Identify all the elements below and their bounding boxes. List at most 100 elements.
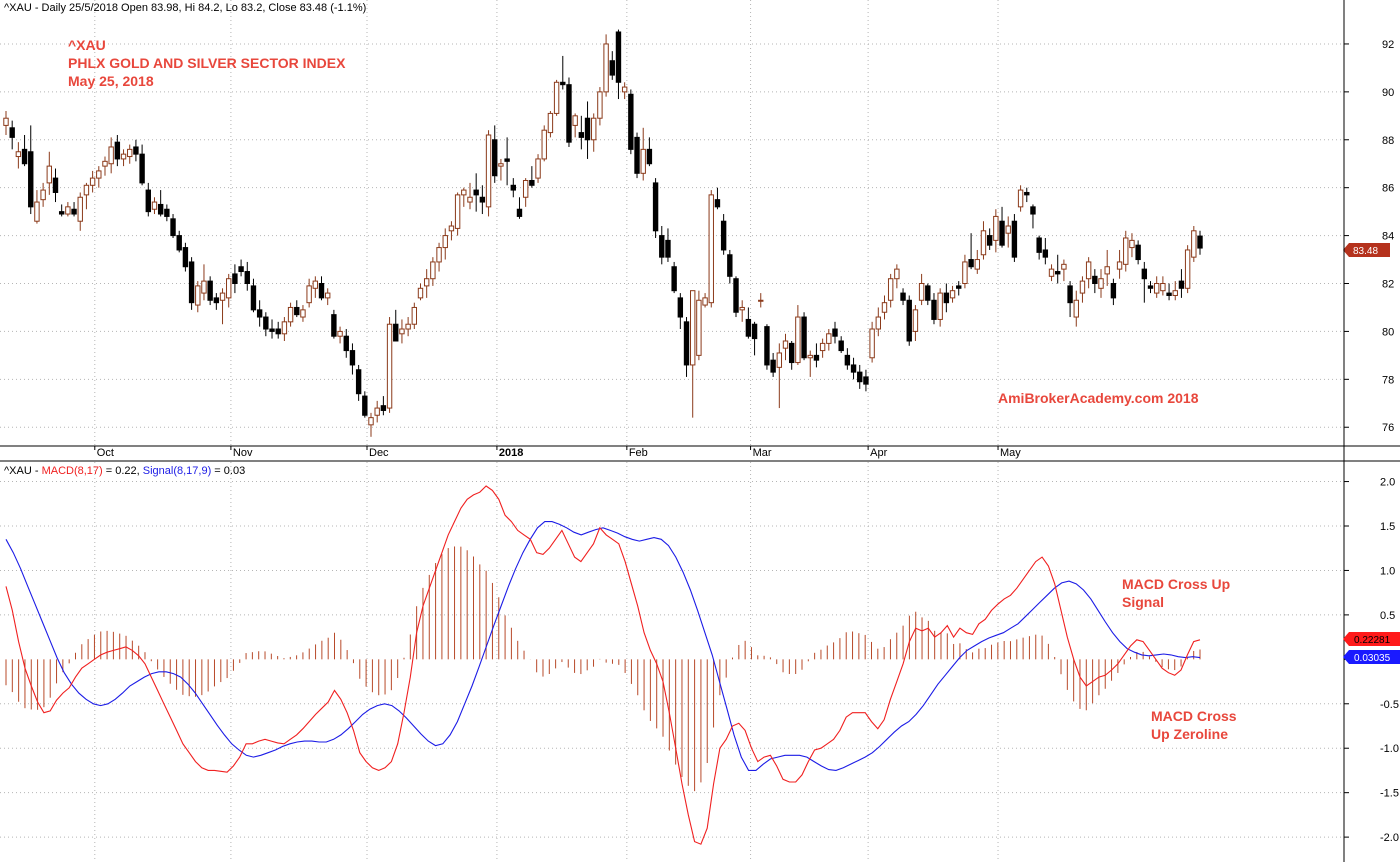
- candle-body-up: [603, 43, 609, 93]
- candle-body-up: [15, 151, 22, 158]
- x-tick-label: Feb: [629, 447, 648, 459]
- candle-body-down: [318, 283, 325, 299]
- candle-body-up: [399, 328, 405, 335]
- x-tick-label: 2018: [499, 447, 523, 459]
- candle-body-up: [195, 285, 201, 306]
- candle-body-down: [1135, 244, 1141, 261]
- signal-end-marker: 0.03035: [1343, 650, 1400, 664]
- candle-body-down: [157, 203, 164, 215]
- candle-body-up: [993, 215, 999, 241]
- candle-body-down: [1036, 237, 1042, 253]
- candle-body-down: [176, 235, 182, 251]
- candle-body-up: [411, 306, 418, 325]
- candle-body-up: [386, 323, 393, 409]
- signal-line: [5, 521, 1201, 771]
- candle-body-down: [683, 321, 690, 366]
- candle-body-down: [751, 323, 758, 340]
- candle-body-down: [529, 179, 535, 186]
- price-header: ^XAU - Daily 25/5/2018 Open 83.98, Hi 84…: [4, 2, 366, 14]
- candle-body-down: [263, 316, 269, 330]
- candle-body-down: [1030, 206, 1036, 215]
- candle-body-up: [454, 194, 461, 229]
- candle-body-down: [331, 314, 337, 337]
- candle-body-up: [324, 292, 331, 299]
- candle-body-down: [1067, 285, 1073, 304]
- candle-body-up: [547, 112, 554, 134]
- candle-body-down: [677, 297, 684, 318]
- candle-body-down: [1024, 191, 1030, 196]
- candle-body-up: [40, 189, 46, 201]
- candle-body-down: [170, 218, 176, 237]
- candle-body-up: [1085, 261, 1092, 280]
- candle-body-up: [807, 354, 813, 359]
- candle-body-up: [226, 278, 232, 299]
- candle-body-up: [312, 280, 319, 289]
- candle-body-up: [918, 283, 925, 301]
- candle-body-up: [1073, 299, 1079, 318]
- price-y-tick-label: 76: [1382, 422, 1394, 434]
- x-tick-label: Dec: [369, 447, 389, 459]
- candle-body-down: [28, 151, 34, 208]
- candle-body-down: [393, 323, 399, 342]
- candle-body-up: [826, 333, 832, 344]
- date-annotation: May 25, 2018: [68, 73, 154, 89]
- candle-body-up: [89, 177, 96, 186]
- x-tick-label: Oct: [97, 447, 114, 459]
- candle-body-up: [448, 225, 455, 232]
- index-name-annotation: PHLX GOLD AND SILVER SECTOR INDEX: [68, 55, 346, 71]
- candle-body-up: [281, 321, 288, 335]
- candle-body-up: [937, 292, 943, 320]
- price-x-axis: Oct Nov Dec 2018 Feb Mar Apr May: [94, 446, 1021, 459]
- macd-end-tag: [1343, 632, 1400, 646]
- candle-body-up: [702, 297, 708, 306]
- candle-body-down: [968, 259, 974, 268]
- candle-body-up: [1153, 283, 1160, 294]
- candle-body-up: [102, 160, 108, 167]
- candle-body-down: [788, 342, 795, 364]
- candle-body-up: [461, 189, 467, 196]
- candle-body-up: [782, 340, 789, 349]
- last-price-label: 83.48: [1353, 246, 1378, 257]
- candle-body-down: [560, 81, 566, 86]
- candle-body-up: [881, 302, 888, 313]
- candle-body-down: [355, 369, 362, 395]
- macd-header-label: MACD(8,17): [42, 465, 103, 477]
- macd-y-tick-label: -0.5: [1380, 699, 1399, 711]
- candle-body-up: [894, 268, 900, 280]
- candle-body-down: [1178, 280, 1185, 289]
- candle-body-down: [720, 220, 727, 251]
- candle-body-up: [108, 146, 114, 165]
- candle-body-down: [1055, 271, 1061, 275]
- price-y-axis: 76 78 80 82 84 86 88 90 92: [1344, 39, 1394, 434]
- candle-body-down: [275, 328, 281, 335]
- candle-body-up: [405, 323, 411, 330]
- candle-body-down: [473, 189, 479, 196]
- candle-body-down: [925, 285, 931, 301]
- candle-body-down: [516, 208, 523, 217]
- candle-body-up: [300, 309, 306, 318]
- candle-body-up: [467, 196, 473, 203]
- candle-body-up: [949, 290, 956, 299]
- candle-body-up: [1005, 225, 1011, 234]
- candle-body-down: [615, 31, 622, 83]
- candle-body-up: [65, 206, 71, 215]
- candle-body-down: [665, 239, 671, 258]
- macd-y-tick-label: 1.5: [1380, 521, 1395, 533]
- candle-body-down: [71, 208, 77, 215]
- x-tick-label: May: [1000, 447, 1021, 459]
- candle-body-down: [1197, 235, 1203, 249]
- candle-body-up: [696, 299, 702, 356]
- candle-body-down: [838, 340, 844, 352]
- candle-body-down: [671, 266, 677, 292]
- candle-body-down: [1110, 283, 1117, 299]
- candle-body-up: [442, 235, 448, 249]
- watermark: AmiBrokerAcademy.com 2018: [998, 390, 1199, 406]
- candle-body-down: [646, 148, 653, 165]
- candle-body-up: [96, 170, 102, 179]
- candle-body-down: [634, 136, 640, 174]
- candle-body-up: [1098, 278, 1104, 289]
- candle-body-up: [640, 148, 646, 174]
- candle-body-down: [492, 139, 498, 177]
- candle-body-up: [417, 287, 424, 299]
